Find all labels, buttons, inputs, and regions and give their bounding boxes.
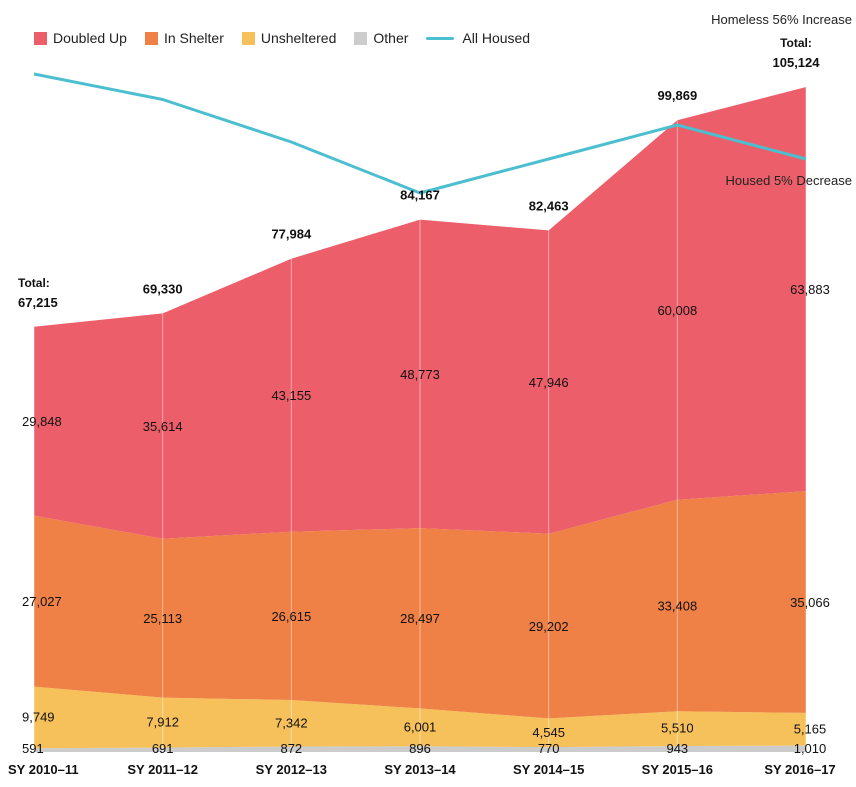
value-label-unsheltered-3: 6,001 [404,719,437,734]
x-tick-label-6: SY 2016–17 [764,762,835,777]
value-label-doubled-up-6: 63,883 [790,282,830,297]
value-label-in-shelter-5: 33,408 [657,599,697,614]
value-label-other-0: 591 [22,741,44,756]
all-housed-line [33,72,807,195]
total-label-3: 84,167 [400,188,440,203]
legend-swatch-in-shelter [144,31,158,45]
area-doubled-up [34,87,806,539]
housed-decrease-note: Housed 5% Decrease [725,173,852,188]
total-label-0: 67,215 [18,295,58,310]
all-housed-line-layer [33,72,807,195]
x-tick-label-2: SY 2012–13 [256,762,327,777]
legend-item-other[interactable]: Other [354,30,408,46]
legend-item-in-shelter[interactable]: In Shelter [144,30,224,46]
value-label-doubled-up-2: 43,155 [271,388,311,403]
legend-item-unsheltered[interactable]: Unsheltered [241,30,337,46]
value-label-in-shelter-3: 28,497 [400,611,440,626]
x-tick-label-1: SY 2011–12 [127,762,198,777]
legend-label-unsheltered: Unsheltered [260,30,337,46]
value-label-other-4: 770 [538,741,560,756]
total-word-0: Total: [18,276,50,290]
legend-label-in-shelter: In Shelter [163,30,224,46]
homeless-increase-note: Homeless 56% Increase [711,12,852,27]
legend-label-all-housed: All Housed [462,30,531,46]
value-label-other-5: 943 [666,741,688,756]
area-unsheltered [34,686,806,749]
legend-swatch-unsheltered [241,31,255,45]
value-labels: 591 691 872 896 770 943 1,010 9,749 7,912 7,342 6,… [18,36,830,756]
value-label-other-3: 896 [409,741,431,756]
area-in-shelter [34,491,806,719]
legend-swatch-doubled-up [34,31,47,45]
total-label-2: 77,984 [271,227,312,242]
value-label-doubled-up-1: 35,614 [143,419,183,434]
value-label-in-shelter-2: 26,615 [271,609,311,624]
category-guidelines [33,87,807,752]
total-label-6: 105,124 [773,55,821,70]
value-label-other-1: 691 [152,741,174,756]
value-label-unsheltered-5: 5,510 [661,721,694,736]
total-label-1: 69,330 [143,281,183,296]
legend-swatch-other [354,31,368,45]
x-tick-label-4: SY 2014–15 [513,762,584,777]
value-label-other-6: 1,010 [794,741,827,756]
x-tick-label-3: SY 2013–14 [384,762,456,777]
value-label-doubled-up-5: 60,008 [657,303,697,318]
value-label-unsheltered-6: 5,165 [794,721,827,736]
area-other [34,745,806,752]
legend-label-doubled-up: Doubled Up [53,30,127,46]
total-label-5: 99,869 [657,88,697,103]
value-label-doubled-up-3: 48,773 [400,367,440,382]
total-word-6: Total: [780,36,812,50]
value-label-in-shelter-1: 25,113 [143,611,182,626]
x-axis: SY 2010–11 SY 2011–12 SY 2012–13 SY 2013–14… [8,762,836,777]
value-label-in-shelter-0: 27,027 [22,594,62,609]
legend-item-doubled-up[interactable]: Doubled Up [34,30,127,46]
legend: Doubled Up In Shelter Unsheltered Other … [34,30,548,46]
total-label-4: 82,463 [529,198,569,213]
value-label-unsheltered-0: 9,749 [22,709,55,724]
legend-item-all-housed[interactable]: All Housed [426,30,530,46]
x-tick-label-5: SY 2015–16 [642,762,713,777]
value-label-in-shelter-6: 35,066 [790,595,830,610]
value-label-in-shelter-4: 29,202 [529,619,569,634]
value-label-unsheltered-4: 4,545 [532,725,565,740]
value-label-doubled-up-4: 47,946 [529,375,569,390]
value-label-doubled-up-0: 29,848 [22,414,62,429]
value-label-unsheltered-2: 7,342 [275,715,308,730]
x-tick-label-0: SY 2010–11 [8,762,79,777]
legend-swatch-all-housed [426,36,455,40]
value-label-other-2: 872 [280,741,302,756]
legend-label-other: Other [373,30,409,46]
value-label-unsheltered-1: 7,912 [146,715,179,730]
stacked-areas [34,87,806,752]
